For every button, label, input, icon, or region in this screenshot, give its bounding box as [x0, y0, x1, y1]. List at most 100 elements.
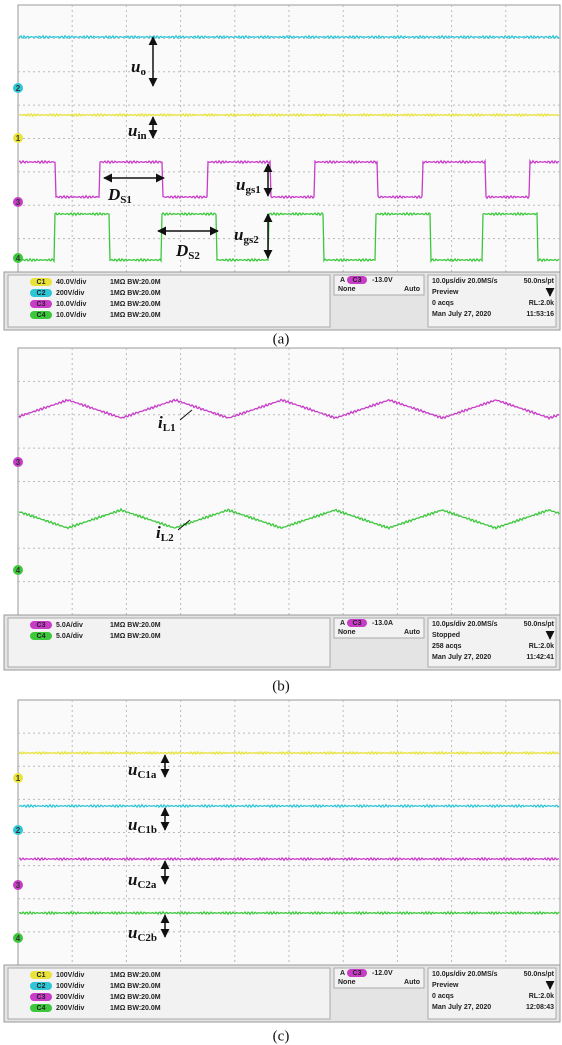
channel-coupling: 1MΩ BW:20.0M [110, 279, 161, 286]
timebase-resolution: 50.0ns/pt [524, 621, 555, 628]
panel-label: (a) [273, 331, 290, 347]
channel-scale: 200V/div [56, 290, 85, 297]
annotation-symbol: u [128, 923, 137, 942]
annotation-subscript: C2b [137, 932, 157, 944]
timebase-rate: 10.0µs/div 20.0MS/s [432, 621, 498, 628]
channel-marker-label: 4 [16, 254, 21, 263]
channel-marker-label: 2 [16, 826, 21, 835]
annotation-symbol: u [234, 225, 243, 244]
channel-badge-label: C4 [37, 312, 46, 319]
annotation-symbol: u [128, 121, 137, 140]
annotation-subscript: gs2 [243, 234, 259, 246]
channel-coupling: 1MΩ BW:20.0M [110, 312, 161, 319]
annotation-symbol: u [236, 175, 245, 194]
acquisition-state: Preview [432, 289, 459, 296]
trigger-mode: Auto [404, 286, 420, 293]
channel-scale: 100V/div [56, 972, 85, 979]
trigger-coupling: None [338, 979, 356, 986]
annotation-subscript: S2 [188, 250, 200, 262]
annotation-symbol: u [128, 815, 137, 834]
acquisition-count: 258 acqs [432, 643, 462, 650]
annotation-symbol: u [131, 57, 140, 76]
channel-coupling: 1MΩ BW:20.0M [110, 633, 161, 640]
trigger-source: C3 [353, 970, 362, 977]
channel-coupling: 1MΩ BW:20.0M [110, 983, 161, 990]
trigger-level: -13.0V [372, 277, 393, 284]
trigger-coupling: None [338, 286, 356, 293]
timebase-resolution: 50.0ns/pt [524, 971, 555, 978]
channel-badge-label: C3 [37, 301, 46, 308]
channel-marker-label: 3 [16, 198, 21, 207]
channel-badge-label: C4 [37, 633, 46, 640]
channel-scale: 100V/div [56, 983, 85, 990]
annotation-subscript: in [137, 130, 146, 142]
panel-label: (b) [272, 678, 290, 694]
acquisition-state: Preview [432, 982, 459, 989]
capture-date: Man July 27, 2020 [432, 654, 491, 661]
capture-time: 11:53:16 [526, 311, 554, 318]
channel-marker-label: 2 [16, 84, 21, 93]
annotation-subscript: S1 [120, 194, 132, 206]
annotation-subscript: C1b [137, 824, 157, 836]
annotation-subscript: C2a [137, 879, 156, 891]
panel-label: (c) [273, 1028, 290, 1044]
channel-badge-label: C3 [37, 994, 46, 1001]
annotation-symbol: D [107, 185, 120, 204]
channel-coupling: 1MΩ BW:20.0M [110, 622, 161, 629]
channel-badge-label: C1 [37, 279, 46, 286]
annotation-subscript: o [140, 66, 146, 78]
annotation-symbol: D [175, 241, 188, 260]
channel-marker-label: 4 [16, 566, 21, 575]
channel-scale: 200V/div [56, 994, 85, 1001]
channel-coupling: 1MΩ BW:20.0M [110, 972, 161, 979]
channel-marker-label: 1 [16, 774, 21, 783]
trigger-source: C3 [353, 277, 362, 284]
annotation-subscript: L2 [161, 532, 174, 544]
channel-badge-label: C2 [37, 983, 46, 990]
capture-time: 11:42:41 [526, 654, 554, 661]
trigger-mode: Auto [404, 979, 420, 986]
capture-time: 12:08:43 [526, 1004, 554, 1011]
channel-badge-label: C4 [37, 1005, 46, 1012]
acquisition-count: 0 acqs [432, 993, 454, 1000]
annotation-subscript: C1a [137, 769, 156, 781]
trigger-source: C3 [353, 620, 362, 627]
trigger-level: -12.0V [372, 970, 393, 977]
trigger-prefix: A [340, 970, 345, 977]
trigger-prefix: A [340, 620, 345, 627]
timebase-rate: 10.0µs/div 20.0MS/s [432, 278, 498, 285]
trigger-mode: Auto [404, 629, 420, 636]
channel-coupling: 1MΩ BW:20.0M [110, 994, 161, 1001]
channel-scale: 5.0A/div [56, 633, 83, 640]
channel-coupling: 1MΩ BW:20.0M [110, 1005, 161, 1012]
annotation-symbol: u [128, 870, 137, 889]
channel-marker-label: 1 [16, 134, 21, 143]
timebase-rate: 10.0µs/div 20.0MS/s [432, 971, 498, 978]
channel-coupling: 1MΩ BW:20.0M [110, 301, 161, 308]
channel-marker-label: 3 [16, 881, 21, 890]
channel-scale: 10.0V/div [56, 301, 86, 308]
channel-badge-label: C1 [37, 972, 46, 979]
trigger-prefix: A [340, 277, 345, 284]
channel-scale: 200V/div [56, 1005, 85, 1012]
acquisition-state: Stopped [432, 632, 460, 639]
channel-scale: 5.0A/div [56, 622, 83, 629]
channel-scale: 40.0V/div [56, 279, 86, 286]
annotation-symbol: u [128, 760, 137, 779]
channel-marker-label: 3 [16, 458, 21, 467]
trigger-level: -13.0A [372, 620, 393, 627]
channel-marker-label: 4 [16, 934, 21, 943]
channel-coupling: 1MΩ BW:20.0M [110, 290, 161, 297]
capture-date: Man July 27, 2020 [432, 1004, 491, 1011]
record-length: RL:2.0k [529, 643, 554, 650]
channel-scale: 10.0V/div [56, 312, 86, 319]
figure: 2134uouinDS1DS2ugs1ugs2C140.0V/div1MΩ BW… [0, 0, 562, 1045]
acquisition-count: 0 acqs [432, 300, 454, 307]
record-length: RL:2.0k [529, 300, 554, 307]
channel-badge-label: C2 [37, 290, 46, 297]
channel-badge-label: C3 [37, 622, 46, 629]
trigger-coupling: None [338, 629, 356, 636]
annotation-subscript: gs1 [245, 184, 260, 196]
record-length: RL:2.0k [529, 993, 554, 1000]
timebase-resolution: 50.0ns/pt [524, 278, 555, 285]
